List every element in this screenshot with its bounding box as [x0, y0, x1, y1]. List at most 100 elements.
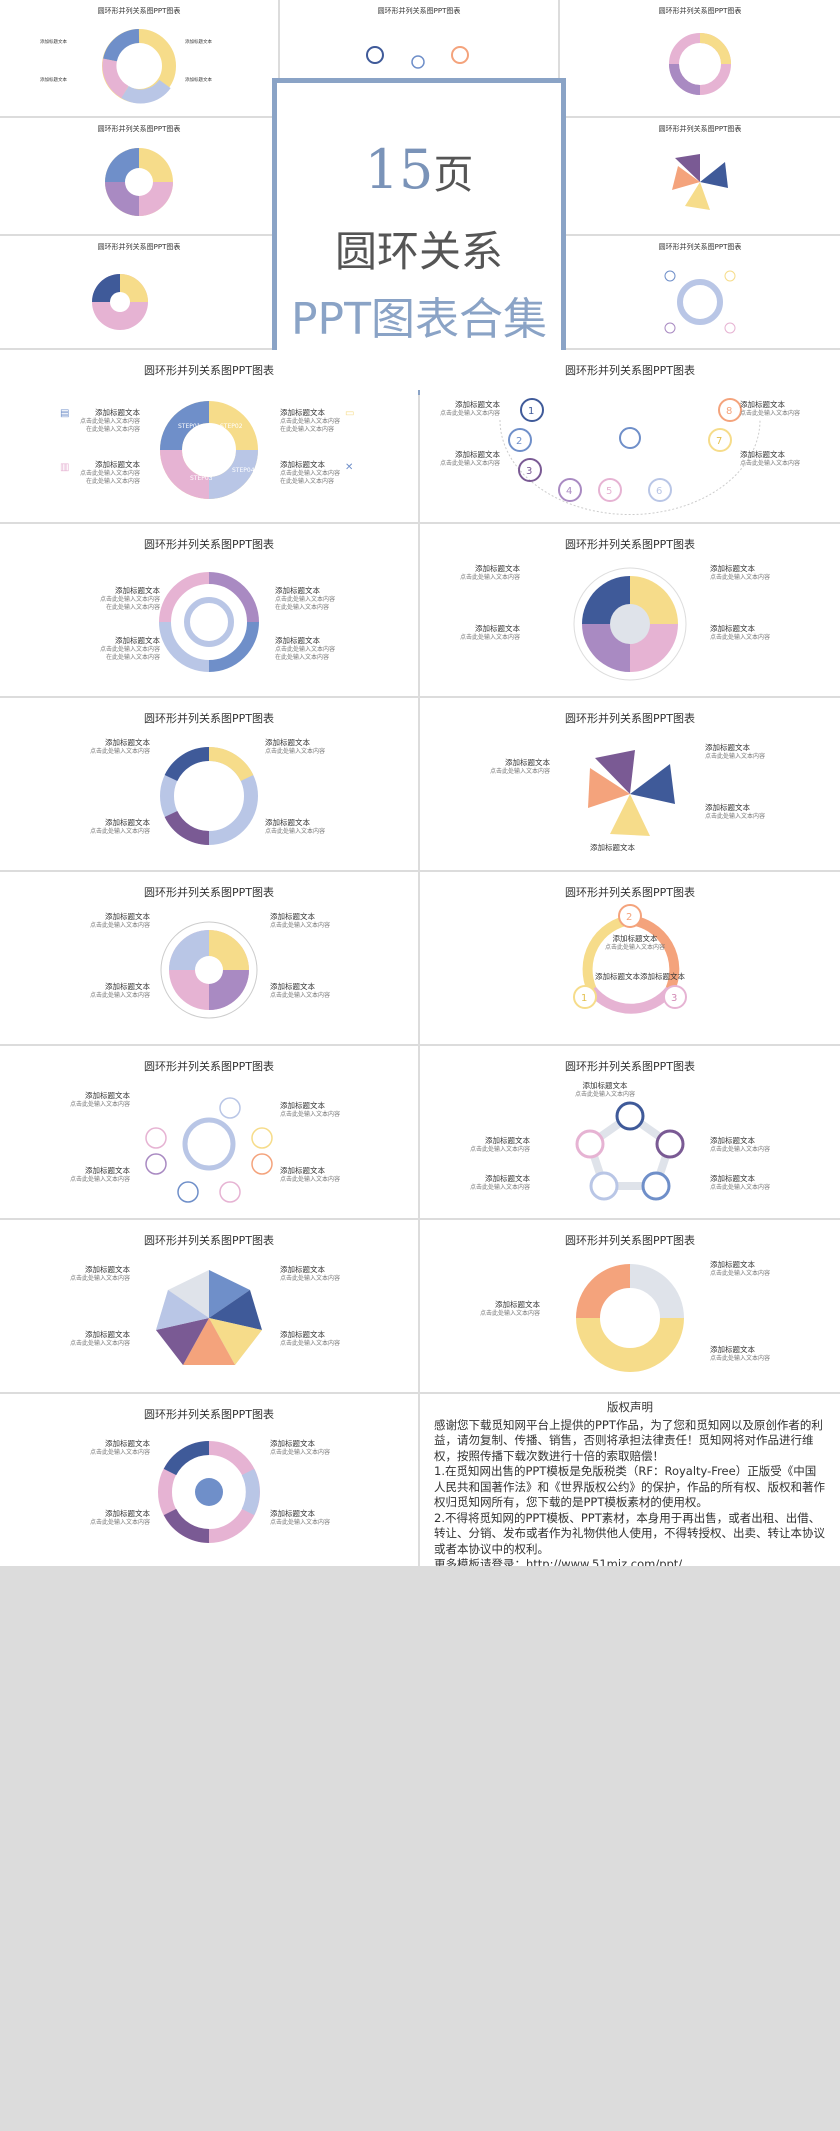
label-group: 添加标题文本 点击此处输入文本内容	[90, 912, 151, 929]
octant-pie-chart	[160, 921, 258, 1019]
svg-text:3: 3	[671, 993, 677, 1004]
label-group: 添加标题文本 点击此处输入文本内容 在此处输入文本内容	[275, 636, 336, 661]
label-group: 添加标题文本 点击此处输入文本内容	[710, 1260, 771, 1277]
ring-nodes	[664, 270, 736, 334]
slide-title: 圆环形并列关系图PPT图表	[658, 243, 742, 251]
svg-text:8: 8	[726, 406, 732, 417]
label-group: 添加标题文本 点击此处输入文本内容	[280, 1265, 341, 1282]
step-label: STEP02	[220, 423, 243, 430]
document-icon: ▤	[60, 408, 70, 419]
cover-number: 15页	[364, 138, 474, 201]
slide-title: 圆环形并列关系图PPT图表	[144, 1234, 274, 1247]
cover-thumb-1[interactable]: 圆环形并列关系图PPT图表 添加标题文本 添加标题文本 添加标题文本 添加标题文…	[0, 0, 278, 116]
label-group: 添加标题文本 点击此处输入文本内容 在此处输入文本内容	[280, 408, 341, 433]
label-group: 添加标题文本 点击此处输入文本内容	[440, 400, 501, 417]
cover-thumb-3[interactable]: 圆环形并列关系图PPT图表	[560, 0, 840, 116]
slide-title: 圆环形并列关系图PPT图表	[144, 1060, 274, 1073]
label-group: 添加标题文本 点击此处输入文本内容	[470, 1136, 531, 1153]
cover-thumb-4[interactable]: 圆环形并列关系图PPT图表	[0, 118, 278, 234]
label-group: 添加标题文本 点击此处输入文本内容	[90, 1509, 151, 1526]
label-group: 添加标题文本 点击此处输入文本内容	[710, 624, 771, 641]
step-label: STEP01	[178, 423, 201, 430]
slide-step-ring[interactable]: 圆环形并列关系图PPT图表 STEP01 STEP02 STEP03 STEP0…	[0, 350, 418, 522]
svg-text:6: 6	[656, 486, 662, 497]
label-group: 添加标题文本 点击此处输入文本内容	[460, 624, 521, 641]
pie-ring	[92, 274, 148, 330]
notice-paragraph: 1.在觅知网出售的PPT模板是免版税类（RF：Royalty-Free）正版受《…	[434, 1464, 825, 1510]
heptagon-chart	[156, 1270, 262, 1365]
label-group: 添加标题文本 点击此处输入文本内容 在此处输入文本内容	[100, 586, 161, 611]
slide-octant-pie[interactable]: 圆环形并列关系图PPT图表 添加标题文本 点击此处输入文本内容 添加标题文本 点击此…	[0, 872, 418, 1044]
svg-text:2: 2	[516, 436, 522, 447]
label-group: 添加标题文本 点击此处输入文本内容	[605, 934, 666, 951]
label-group: 添加标题文本 点击此处输入文本内容	[280, 1166, 341, 1183]
label-group: 添加标题文本 点击此处输入文本内容 在此处输入文本内容	[100, 636, 161, 661]
slide-three-arrow-ring[interactable]: 圆环形并列关系图PPT图表 添加标题文本 点击此处输入文本内容 添加标题文本 点击此…	[420, 1220, 840, 1392]
pie-ring	[105, 148, 173, 216]
label-group: 添加标题文本 点击此处输入文本内容	[470, 1174, 531, 1191]
label-group: 添加标题文本 点击此处输入文本内容	[490, 758, 551, 775]
notice-link[interactable]: 更多模板请登录：http://www.51miz.com/ppt/	[434, 1557, 683, 1566]
label-group: 添加标题文本 点击此处输入文本内容	[705, 743, 766, 760]
pentagon-chart	[575, 1101, 685, 1201]
label-group: 添加标题文本 点击此处输入文本内容	[90, 738, 151, 755]
slide-three-ring[interactable]: 圆环形并列关系图PPT图表 2 1 3 添加标题文本 点击此处输入文本内容 添加标…	[420, 872, 840, 1044]
slide-title: 圆环形并列关系图PPT图表	[97, 125, 181, 133]
label-group: 添加标题文本 点击此处输入文本内容	[270, 982, 331, 999]
slide-arrow-ring[interactable]: 圆环形并列关系图PPT图表 添加标题文本 点击此处输入文本内容 在此处输入文本内容 …	[0, 524, 418, 696]
three-ring-chart: 2 1 3	[573, 904, 687, 1014]
close-icon: ✕	[345, 462, 354, 473]
cover-title-box: 15页 圆环关系 PPT图表合集	[272, 78, 566, 395]
chart-icon: ▥	[60, 462, 70, 473]
slide-title: 圆环形并列关系图PPT图表	[658, 125, 742, 133]
cover-thumb-6[interactable]: 圆环形并列关系图PPT图表	[0, 236, 278, 348]
cover-title-line2: PPT图表合集	[291, 294, 547, 345]
svg-text:2: 2	[626, 912, 632, 923]
label-group: 添加标题文本 点击此处输入文本内容	[480, 1300, 541, 1317]
slide-pinwheel[interactable]: 圆环形并列关系图PPT图表 添加标题文本 点击此处输入文本内容 添加标题文本 点击此…	[420, 698, 840, 870]
icon-ring-chart	[145, 1097, 273, 1203]
ring-chart	[102, 29, 176, 104]
label-group: 添加标题文本 点击此处输入文本内容	[710, 564, 771, 581]
slide-title: 圆环形并列关系图PPT图表	[565, 364, 695, 377]
cover-thumb-8[interactable]: 圆环形并列关系图PPT图表	[560, 236, 840, 348]
slide-heptagon[interactable]: 圆环形并列关系图PPT图表 添加标题文本 点击此处输入文本内容 添加标题文本 点击此…	[0, 1220, 418, 1392]
step-ring-chart: STEP01 STEP02 STEP03 STEP04	[160, 401, 258, 499]
label-group: 添加标题文本 点击此处输入文本内容	[70, 1265, 131, 1282]
ring-chart	[669, 33, 731, 95]
label-group: 添加标题文本	[590, 843, 635, 852]
slide-title: 圆环形并列关系图PPT图表	[144, 1408, 274, 1421]
slide-title: 圆环形并列关系图PPT图表	[144, 712, 274, 725]
label-group: 添加标题文本 点击此处输入文本内容 在此处输入文本内容	[80, 460, 141, 485]
numbered-ring-chart	[160, 746, 258, 846]
slide-title: 圆环形并列关系图PPT图表	[144, 886, 274, 899]
slide-blank	[0, 1568, 840, 2131]
notice-paragraph: 2.不得将觅知网的PPT模板、PPT素材，本身用于再出售，或者出租、出借、转让、…	[434, 1510, 825, 1556]
slide-title: 圆环形并列关系图PPT图表	[565, 712, 695, 725]
slide-pentagon[interactable]: 圆环形并列关系图PPT图表 添加标题文本 点击此处输入文本内容 添加标题文本 点击此…	[420, 1046, 840, 1218]
label-group: 添加标题文本 点击此处输入文本内容	[90, 818, 151, 835]
svg-text:7: 7	[716, 436, 722, 447]
label-group: 添加标题文本 点击此处输入文本内容	[70, 1166, 131, 1183]
label-group: 添加标题文本 点击此处输入文本内容	[265, 738, 326, 755]
notice-paragraph: 感谢您下载觅知网平台上提供的PPT作品，为了您和觅知网以及原创作者的利益，请勿复…	[434, 1417, 823, 1463]
copyright-notice: 版权声明 感谢您下载觅知网平台上提供的PPT作品，为了您和觅知网以及原创作者的利…	[434, 1400, 826, 1566]
label-group: 添加标题文本 点击此处输入文本内容	[710, 1174, 771, 1191]
slide-bulb-arc[interactable]: 圆环形并列关系图PPT图表 1 2 3 4 5 6 7 8 添加标题文本 点击此处…	[420, 350, 840, 522]
label-group: 添加标题文本	[595, 972, 640, 981]
circle-nodes	[366, 46, 469, 69]
slide-icon-ring[interactable]: 圆环形并列关系图PPT图表 添加标题文本 点击此处输入文本内容 添加标题文本 点击此…	[0, 1046, 418, 1218]
label-group: 添加标题文本 点击此处输入文本内容	[740, 400, 801, 417]
label-group: 添加标题文本 点击此处输入文本内容	[270, 912, 331, 929]
label-group: 添加标题文本 点击此处输入文本内容	[705, 803, 766, 820]
label-group: 添加标题文本 点击此处输入文本内容	[460, 564, 521, 581]
segment-wheel-chart	[573, 567, 687, 681]
slide-numbered-ring[interactable]: 圆环形并列关系图PPT图表 添加标题文本 点击此处输入文本内容 添加标题文本 点击此…	[0, 698, 418, 870]
step-label: STEP03	[190, 475, 213, 482]
slide-gear-ring[interactable]: 圆环形并列关系图PPT图表 添加标题文本 点击此处输入文本内容 添加标题文本 点击此…	[0, 1394, 418, 1566]
three-arrow-ring-chart	[576, 1264, 684, 1372]
label-group: 添加标题文本 点击此处输入文本内容	[70, 1091, 131, 1108]
slide-title: 圆环形并列关系图PPT图表	[565, 1234, 695, 1247]
slide-segment-wheel[interactable]: 圆环形并列关系图PPT图表 添加标题文本 点击此处输入文本内容 添加标题文本 点击此…	[420, 524, 840, 696]
cover-thumb-5[interactable]: 圆环形并列关系图PPT图表	[560, 118, 840, 234]
